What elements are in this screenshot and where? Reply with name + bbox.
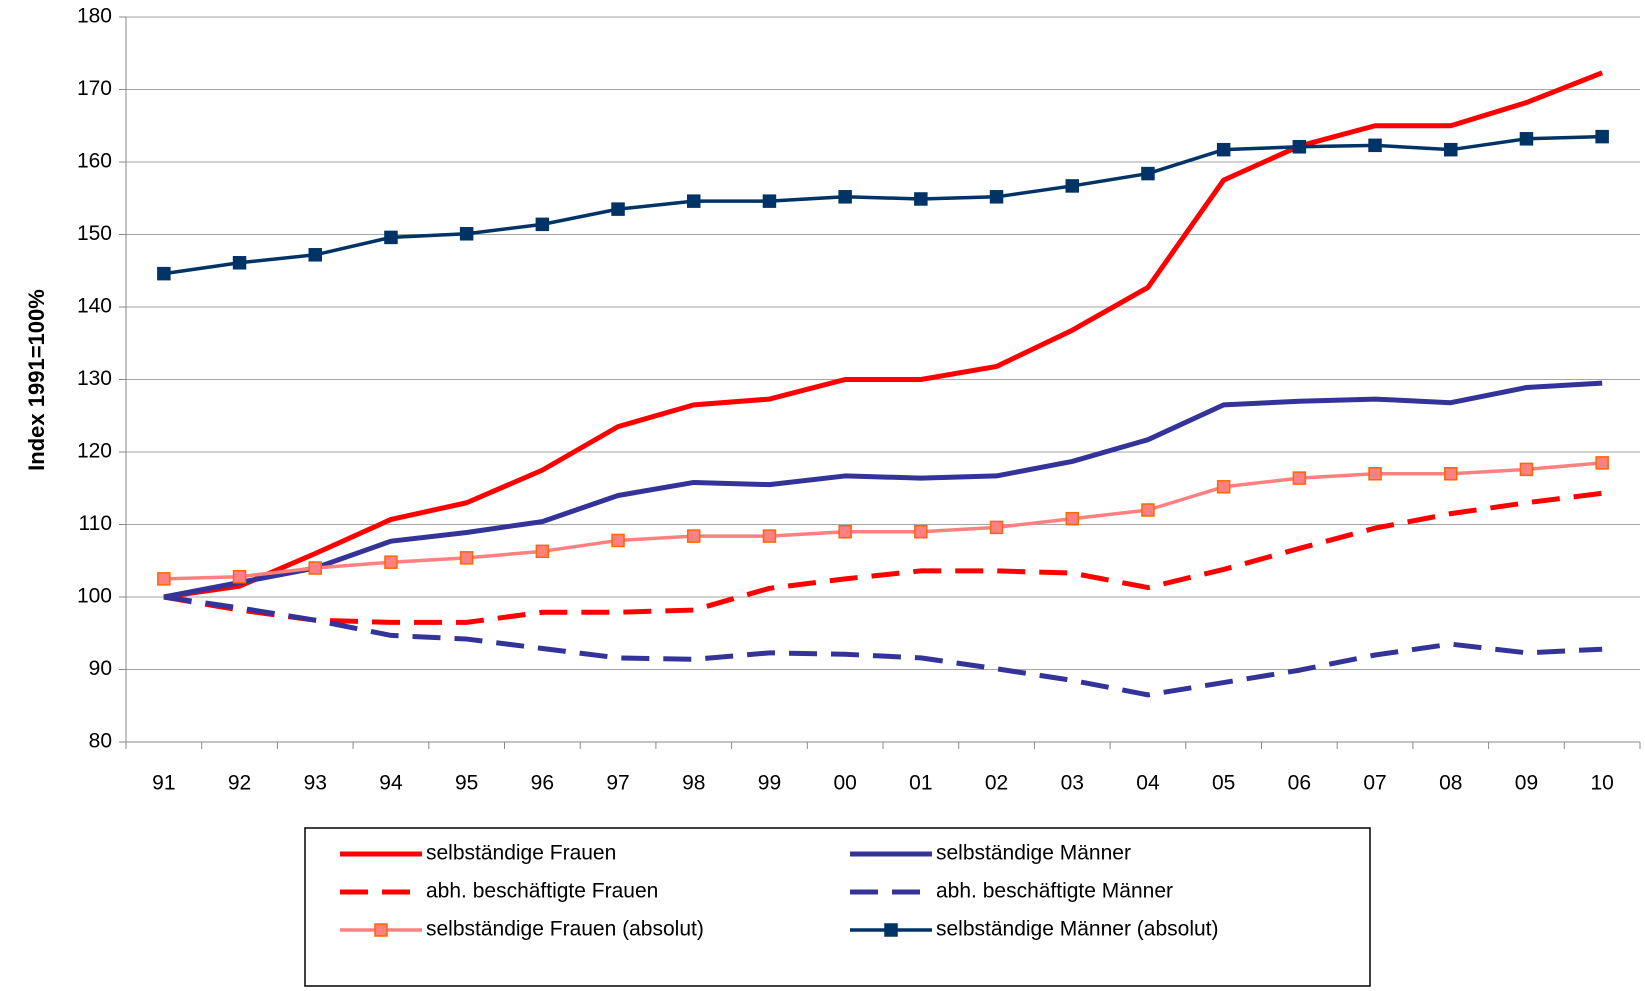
series-marker [459,227,474,241]
x-tick-label: 10 [1590,772,1613,795]
series-line [163,594,1603,698]
y-tick-label: 150 [77,222,112,245]
series-marker [1141,166,1155,181]
series-marker [157,572,171,586]
series-marker [384,230,398,245]
series-marker [989,520,1004,535]
y-tick-label: 90 [89,657,112,680]
series-marker [1292,471,1307,485]
x-tick-label: 09 [1515,772,1538,795]
x-tick-label: 04 [1136,772,1160,795]
series-marker [1368,138,1382,153]
series-marker [1292,140,1307,154]
x-tick-label: 97 [606,772,629,795]
x-tick-label: 05 [1212,772,1235,795]
x-tick-label: 00 [833,772,856,795]
series-marker [1595,129,1609,144]
x-tick-label: 93 [304,772,327,795]
series-marker [232,569,247,584]
legend-label: selbständige Männer (absolut) [936,918,1219,941]
series-marker [1368,467,1382,481]
series-marker [1141,503,1155,517]
x-tick-label: 92 [228,772,251,795]
series-marker [535,217,550,232]
legend-marker [884,923,898,937]
legend-label: selbständige Frauen (absolut) [426,918,704,941]
y-tick-label: 80 [89,730,112,753]
series-marker [989,190,1004,204]
series-marker [611,533,625,548]
series-marker [157,266,171,281]
x-tick-label: 94 [379,772,403,795]
y-tick-label: 170 [77,77,112,100]
x-tick-label: 02 [985,772,1008,795]
x-tick-label: 07 [1363,772,1386,795]
x-tick-label: 91 [152,772,175,795]
series-marker [1065,511,1079,526]
series-marker [1444,142,1458,157]
series-line [163,70,1604,600]
series-line [163,490,1603,625]
series-marker [232,256,247,270]
y-tick-label: 100 [77,585,112,608]
series-marker [459,551,474,565]
series-marker [1216,480,1231,494]
y-tick-label: 120 [77,440,112,463]
series-marker [914,525,928,539]
legend-label: selbständige Männer [936,842,1131,865]
series-line [163,380,1603,600]
legend-box [304,827,1371,987]
series-marker [914,192,928,206]
series-marker [687,529,701,543]
series-marker [1595,456,1609,470]
series-marker [308,561,322,575]
series-marker [1519,462,1534,477]
y-tick-label: 130 [77,367,112,390]
series-marker [1444,467,1458,481]
x-tick-label: 08 [1439,772,1462,795]
series-marker [384,555,398,569]
series-marker [535,544,550,559]
series-marker [838,525,852,539]
y-axis-label: Index 1991=100% [24,289,49,471]
x-tick-label: 06 [1288,772,1311,795]
x-tick-label: 03 [1061,772,1084,795]
series-marker [1519,132,1534,146]
legend-label: abh. beschäftigte Männer [936,880,1173,903]
series-marker [838,190,852,204]
series-marker [687,194,701,208]
x-tick-label: 98 [682,772,705,795]
series-line [163,134,1603,276]
series-marker [1065,179,1079,193]
y-tick-label: 140 [77,295,112,318]
series-marker [611,202,625,216]
legend-label: selbständige Frauen [426,842,616,865]
legend-marker [374,923,388,937]
y-tick-label: 160 [77,150,112,173]
series-line [163,461,1603,581]
x-tick-label: 96 [531,772,554,795]
x-tick-label: 95 [455,772,478,795]
y-tick-label: 180 [77,5,112,28]
series-marker [762,194,777,208]
x-tick-label: 99 [758,772,781,795]
y-tick-label: 110 [79,512,112,535]
series-marker [762,529,777,543]
series-marker [1216,142,1231,157]
x-tick-label: 01 [909,772,932,795]
legend-label: abh. beschäftigte Frauen [426,880,658,903]
series-marker [308,248,322,262]
